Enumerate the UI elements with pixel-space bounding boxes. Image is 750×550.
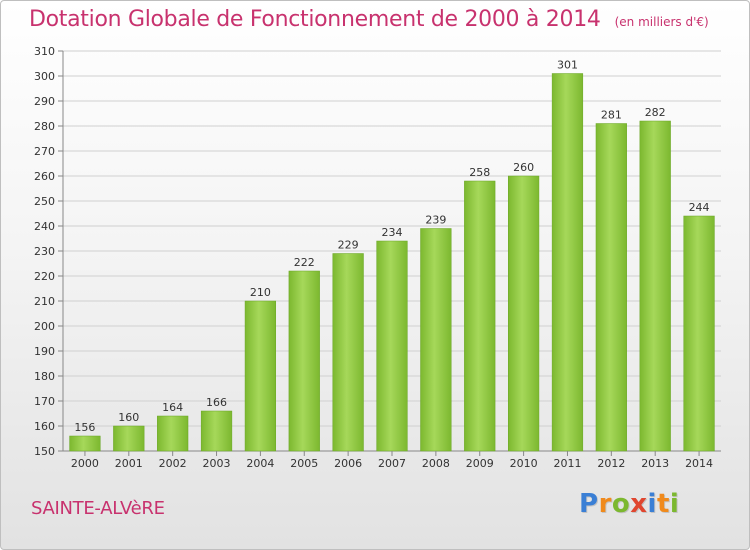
x-tick-label-2000: 2000 bbox=[71, 457, 99, 470]
y-tick-label: 170 bbox=[34, 395, 55, 408]
x-tick-label-2002: 2002 bbox=[159, 457, 187, 470]
y-tick-label: 230 bbox=[34, 245, 55, 258]
x-tick-label-2006: 2006 bbox=[334, 457, 362, 470]
y-tick-label: 160 bbox=[34, 420, 55, 433]
data-label-2001: 160 bbox=[118, 411, 139, 424]
bar-2014 bbox=[683, 215, 715, 452]
bar-2010 bbox=[507, 175, 540, 452]
logo-letter: o bbox=[611, 489, 631, 519]
data-label-2012: 281 bbox=[601, 109, 622, 122]
data-label-2004: 210 bbox=[250, 286, 271, 299]
data-label-2006: 229 bbox=[338, 239, 359, 252]
x-tick-label-2005: 2005 bbox=[290, 457, 318, 470]
logo-letter: P bbox=[579, 489, 599, 519]
logo-letter: t bbox=[656, 489, 670, 519]
bar-2008 bbox=[420, 228, 452, 452]
bar-2001 bbox=[113, 425, 145, 452]
data-label-2002: 164 bbox=[162, 401, 183, 414]
data-label-2008: 239 bbox=[425, 214, 446, 227]
x-tick-label-2013: 2013 bbox=[641, 457, 669, 470]
commune-name: SAINTE-ALVèRE bbox=[31, 498, 165, 519]
x-tick-label-2001: 2001 bbox=[115, 457, 143, 470]
data-label-2014: 244 bbox=[689, 201, 710, 214]
bar-2013 bbox=[639, 120, 671, 452]
bar-2009 bbox=[464, 180, 496, 452]
y-tick-label: 200 bbox=[34, 320, 55, 333]
x-tick-label-2010: 2010 bbox=[510, 457, 538, 470]
y-tick-label: 180 bbox=[34, 370, 55, 383]
x-tick-label-2011: 2011 bbox=[553, 457, 581, 470]
bar-2002 bbox=[157, 415, 189, 452]
x-tick-label-2012: 2012 bbox=[597, 457, 625, 470]
data-label-2009: 258 bbox=[469, 166, 490, 179]
x-tick-label-2003: 2003 bbox=[203, 457, 231, 470]
data-label-2007: 234 bbox=[382, 226, 403, 239]
x-tick-label-2004: 2004 bbox=[246, 457, 274, 470]
x-tick-label-2009: 2009 bbox=[466, 457, 494, 470]
y-tick-label: 210 bbox=[34, 295, 55, 308]
chart-unit: (en milliers d'€) bbox=[614, 15, 709, 29]
y-tick-label: 220 bbox=[34, 270, 55, 283]
bar-2007 bbox=[376, 240, 408, 452]
data-label-2003: 166 bbox=[206, 396, 227, 409]
bar-2005 bbox=[288, 270, 320, 452]
y-tick-label: 240 bbox=[34, 220, 55, 233]
bar-2003 bbox=[200, 410, 233, 452]
y-tick-label: 260 bbox=[34, 170, 55, 183]
y-tick-label: 250 bbox=[34, 195, 55, 208]
x-tick-label-2007: 2007 bbox=[378, 457, 406, 470]
data-label-2010: 260 bbox=[513, 161, 534, 174]
y-tick-label: 290 bbox=[34, 95, 55, 108]
chart-title: Dotation Globale de Fonctionnement de 20… bbox=[29, 7, 709, 32]
y-tick-label: 300 bbox=[34, 70, 55, 83]
data-label-2013: 282 bbox=[645, 106, 666, 119]
logo-letter: r bbox=[598, 489, 612, 519]
y-tick-label: 270 bbox=[34, 145, 55, 158]
logo-letter: i bbox=[647, 489, 657, 519]
logo-letter: x bbox=[630, 489, 648, 519]
bar-2004 bbox=[244, 300, 277, 452]
y-tick-label: 150 bbox=[34, 445, 55, 458]
y-tick-label: 280 bbox=[34, 120, 55, 133]
bar-2006 bbox=[332, 253, 364, 452]
bar-2011 bbox=[551, 73, 584, 452]
logo-letter: i bbox=[669, 489, 680, 519]
data-label-2005: 222 bbox=[294, 256, 315, 269]
data-label-2011: 301 bbox=[557, 59, 578, 72]
chart-title-text: Dotation Globale de Fonctionnement de 20… bbox=[29, 7, 601, 32]
bar-2012 bbox=[595, 123, 627, 452]
y-tick-label: 310 bbox=[34, 45, 55, 58]
data-label-2000: 156 bbox=[74, 421, 95, 434]
x-tick-label-2008: 2008 bbox=[422, 457, 450, 470]
x-tick-label-2014: 2014 bbox=[685, 457, 713, 470]
y-tick-label: 190 bbox=[34, 345, 55, 358]
bar-2000 bbox=[69, 435, 101, 452]
proxiti-logo: Proxiti bbox=[579, 489, 679, 519]
